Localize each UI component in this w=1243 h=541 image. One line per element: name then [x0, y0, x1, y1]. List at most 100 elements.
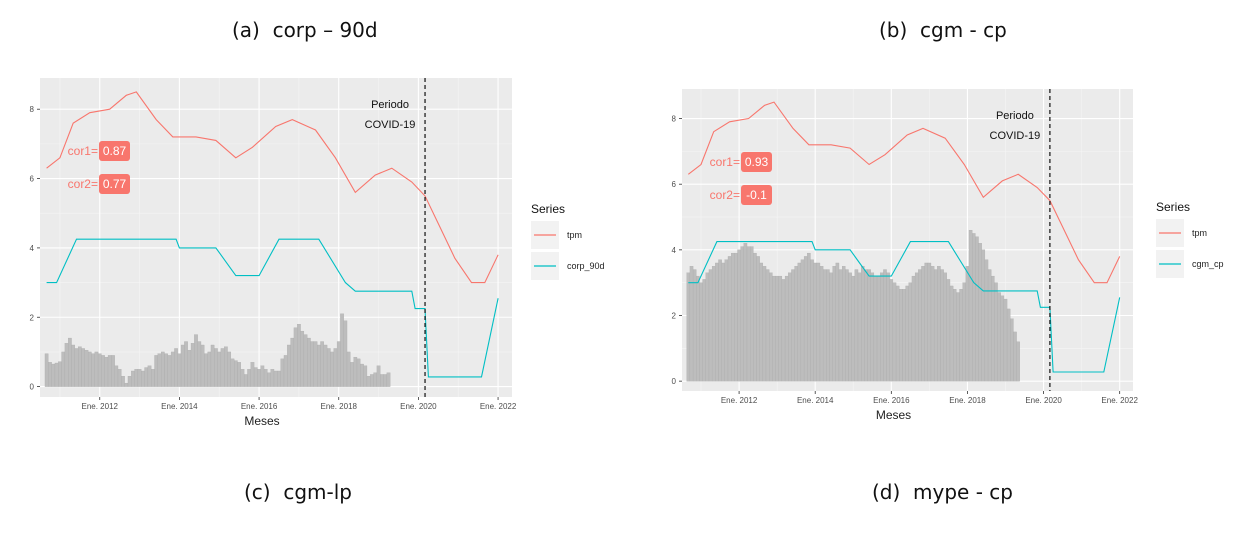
bar: [930, 266, 935, 382]
series-line-tpm: [46, 91, 499, 284]
bar: [803, 256, 808, 382]
bar: [772, 275, 776, 382]
bar: [310, 341, 314, 387]
bar: [933, 269, 938, 382]
bar: [224, 346, 228, 387]
bar: [886, 272, 890, 382]
y-tick-label: 2: [672, 312, 677, 321]
bar: [880, 272, 884, 382]
corr-label: cor2=: [710, 188, 740, 202]
bar: [161, 351, 165, 387]
y-tick-label: 8: [30, 105, 35, 114]
bar: [924, 262, 928, 382]
bar: [137, 369, 142, 387]
bar: [117, 369, 122, 387]
bar: [718, 259, 722, 382]
bar: [313, 341, 318, 387]
bar: [959, 289, 963, 382]
bar: [71, 344, 76, 387]
x-tick-label: Ene. 2012: [721, 396, 758, 405]
bar: [356, 358, 361, 387]
bar: [708, 269, 713, 382]
bar: [781, 279, 786, 382]
bar: [323, 344, 328, 387]
bar: [949, 285, 954, 382]
bar: [797, 262, 802, 382]
bar: [864, 269, 868, 382]
bar: [743, 243, 748, 382]
x-tick-label: Ene. 2022: [480, 402, 517, 411]
bar: [857, 272, 862, 382]
bar: [848, 272, 852, 382]
corr-label: cor1=: [68, 144, 98, 158]
bar: [734, 252, 738, 382]
x-axis-title: Meses: [244, 414, 279, 428]
bar: [190, 343, 195, 387]
bar: [911, 275, 916, 382]
x-tick-label: Ene. 2018: [320, 402, 357, 411]
bar: [346, 351, 351, 387]
bar: [253, 367, 258, 387]
x-tick-label: Ene. 2014: [797, 396, 834, 405]
bar: [829, 272, 833, 382]
bar: [759, 262, 764, 382]
bar: [380, 374, 384, 387]
bar: [227, 351, 232, 387]
bar: [876, 275, 881, 382]
bar: [775, 275, 779, 382]
x-tick-label: Ene. 2018: [949, 396, 986, 405]
bar: [376, 365, 381, 387]
bar: [194, 334, 198, 387]
bar: [689, 266, 694, 382]
corr-label: cor1=: [710, 155, 740, 169]
bar: [234, 360, 238, 387]
bar: [943, 272, 947, 382]
chart-panel-0: 0 2 4 6 8 Ene. 2012 Ene. 2014 Ene. 2016 Ene. 201…: [30, 78, 605, 428]
y-tick-label: 0: [30, 383, 35, 392]
bar: [290, 337, 295, 387]
covid-annotation: Periodo: [996, 110, 1034, 122]
bar: [101, 355, 105, 387]
bar: [111, 355, 115, 387]
bar: [217, 351, 222, 387]
bar: [791, 269, 795, 382]
bar: [908, 282, 913, 382]
bar: [44, 353, 49, 387]
corr-value: 0.93: [745, 155, 769, 169]
bar: [762, 266, 767, 382]
bar: [921, 266, 925, 382]
bar: [711, 266, 716, 382]
bar: [307, 337, 311, 387]
plot-background: [40, 78, 512, 397]
corr-value-box: [741, 152, 772, 172]
bar: [78, 346, 82, 387]
bar: [940, 269, 944, 382]
bar: [972, 233, 976, 382]
bar: [918, 269, 922, 382]
bar: [686, 272, 691, 382]
bar: [121, 376, 125, 387]
bar: [280, 358, 285, 387]
caption-c: (c) cgm-lp: [244, 480, 352, 504]
bar: [692, 269, 697, 382]
bar: [769, 272, 773, 382]
bar: [386, 372, 391, 387]
x-tick-label: Ene. 2016: [873, 396, 910, 405]
bar: [800, 259, 805, 382]
x-tick-label: Ene. 2020: [400, 402, 437, 411]
corr-value: 0.77: [103, 177, 127, 191]
bar: [822, 269, 827, 382]
bar: [1010, 318, 1014, 382]
bar: [784, 275, 789, 382]
bar: [277, 370, 281, 387]
bar: [54, 362, 59, 387]
bar: [927, 262, 932, 382]
covid-annotation: COVID-19: [990, 130, 1041, 142]
bar: [287, 344, 291, 387]
bar: [810, 259, 814, 382]
bar: [154, 355, 158, 387]
bar: [263, 369, 268, 387]
bar: [892, 282, 897, 382]
bar: [350, 362, 354, 387]
legend-label-cgm_cp: cgm_cp: [1192, 259, 1224, 269]
